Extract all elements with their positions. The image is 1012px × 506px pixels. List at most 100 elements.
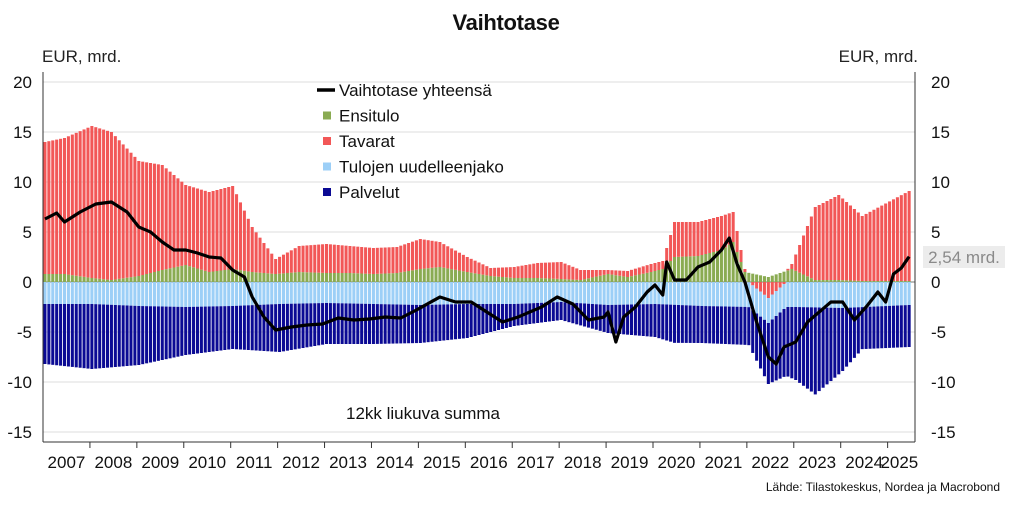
bar-tavarat xyxy=(438,242,442,267)
bar-ensitulo xyxy=(559,279,563,282)
bar-palvelut xyxy=(105,304,110,368)
bar-tavarat xyxy=(321,244,325,273)
bar-tulojen-uudelleenjako xyxy=(520,282,524,304)
bar-tavarat xyxy=(242,210,246,271)
bar-palvelut xyxy=(192,306,196,354)
bar-palvelut xyxy=(649,304,653,337)
bar-tulojen-uudelleenjako xyxy=(407,282,411,305)
bar-tavarat xyxy=(317,244,321,273)
bar-ensitulo xyxy=(55,274,59,282)
bar-tavarat xyxy=(653,263,657,271)
bar-tulojen-uudelleenjako xyxy=(426,282,430,305)
bar-ensitulo xyxy=(356,273,360,282)
bar-tulojen-uudelleenjako xyxy=(704,282,708,307)
bar-tavarat xyxy=(907,191,911,281)
bar-ensitulo xyxy=(152,272,156,282)
bar-palvelut xyxy=(712,306,716,344)
bar-ensitulo xyxy=(403,271,407,282)
bar-palvelut xyxy=(579,303,583,326)
bar-palvelut xyxy=(841,308,845,371)
bar-tulojen-uudelleenjako xyxy=(59,282,63,304)
bar-ensitulo xyxy=(829,280,833,282)
bar-tavarat xyxy=(876,207,880,281)
x-tick-label: 2014 xyxy=(376,453,414,472)
bar-tavarat xyxy=(258,237,262,273)
bar-tavarat xyxy=(645,265,649,273)
bar-palvelut xyxy=(109,304,113,368)
legend-swatch xyxy=(323,162,331,171)
bar-tulojen-uudelleenjako xyxy=(727,282,731,307)
bar-palvelut xyxy=(837,307,841,375)
bar-tavarat xyxy=(172,175,176,268)
bar-tavarat xyxy=(895,197,899,281)
bar-tavarat xyxy=(622,270,626,277)
bar-tulojen-uudelleenjako xyxy=(156,282,160,307)
bar-ensitulo xyxy=(813,280,817,282)
bar-palvelut xyxy=(543,302,548,322)
bar-tulojen-uudelleenjako xyxy=(192,282,196,307)
bar-ensitulo xyxy=(524,278,528,282)
bar-tulojen-uudelleenjako xyxy=(716,282,720,307)
bar-tulojen-uudelleenjako xyxy=(47,282,51,304)
bar-tavarat xyxy=(759,282,763,292)
bar-tavarat xyxy=(313,244,317,273)
bar-ensitulo xyxy=(399,272,403,282)
bar-ensitulo xyxy=(450,269,454,282)
bar-tavarat xyxy=(336,245,340,273)
bar-ensitulo xyxy=(454,269,458,282)
bar-tulojen-uudelleenjako xyxy=(473,282,477,304)
bar-tulojen-uudelleenjako xyxy=(547,282,551,303)
bar-ensitulo xyxy=(727,244,731,282)
bar-ensitulo xyxy=(700,255,704,282)
bar-ensitulo xyxy=(489,276,493,282)
bar-tavarat xyxy=(82,129,86,277)
bar-tavarat xyxy=(59,138,63,274)
bar-tulojen-uudelleenjako xyxy=(485,282,489,304)
bar-tavarat xyxy=(62,138,67,274)
bar-palvelut xyxy=(246,305,250,350)
bar-tulojen-uudelleenjako xyxy=(821,282,825,308)
bar-tavarat xyxy=(43,142,47,274)
bar-palvelut xyxy=(403,304,407,344)
bar-palvelut xyxy=(845,307,849,367)
bar-tulojen-uudelleenjako xyxy=(258,282,262,305)
bar-tavarat xyxy=(637,267,641,275)
bar-tulojen-uudelleenjako xyxy=(860,282,864,308)
bar-tulojen-uudelleenjako xyxy=(606,282,610,305)
bar-tulojen-uudelleenjako xyxy=(309,282,313,304)
bar-palvelut xyxy=(672,304,677,343)
bar-palvelut xyxy=(160,306,164,360)
bar-tulojen-uudelleenjako xyxy=(778,287,782,313)
bar-palvelut xyxy=(614,304,618,334)
bar-tulojen-uudelleenjako xyxy=(149,282,153,307)
bar-ensitulo xyxy=(215,271,219,282)
bar-tulojen-uudelleenjako xyxy=(90,282,94,304)
bar-ensitulo xyxy=(571,279,575,282)
x-tick-label: 2015 xyxy=(423,453,461,472)
bar-ensitulo xyxy=(516,278,520,282)
bar-palvelut xyxy=(888,305,892,348)
bar-palvelut xyxy=(356,303,360,344)
bar-palvelut xyxy=(129,305,133,366)
bar-palvelut xyxy=(121,305,125,367)
bar-palvelut xyxy=(211,306,215,352)
bar-tulojen-uudelleenjako xyxy=(899,282,903,306)
bar-ensitulo xyxy=(285,273,289,282)
bar-tavarat xyxy=(571,266,575,280)
bar-tulojen-uudelleenjako xyxy=(278,282,282,304)
bar-tulojen-uudelleenjako xyxy=(845,282,849,308)
bar-tulojen-uudelleenjako xyxy=(317,282,321,304)
bar-palvelut xyxy=(508,304,512,327)
bar-palvelut xyxy=(371,304,375,344)
bar-tulojen-uudelleenjako xyxy=(70,282,74,304)
bar-ensitulo xyxy=(211,271,215,282)
bar-palvelut xyxy=(172,306,176,358)
bar-tavarat xyxy=(55,139,59,274)
bar-tavarat xyxy=(195,188,199,269)
bar-ensitulo xyxy=(590,277,594,282)
bar-ensitulo xyxy=(782,271,786,282)
bar-ensitulo xyxy=(778,273,782,282)
bar-ensitulo xyxy=(637,274,641,282)
y-tick-label-left: -5 xyxy=(17,323,32,342)
bar-tavarat xyxy=(532,263,536,278)
